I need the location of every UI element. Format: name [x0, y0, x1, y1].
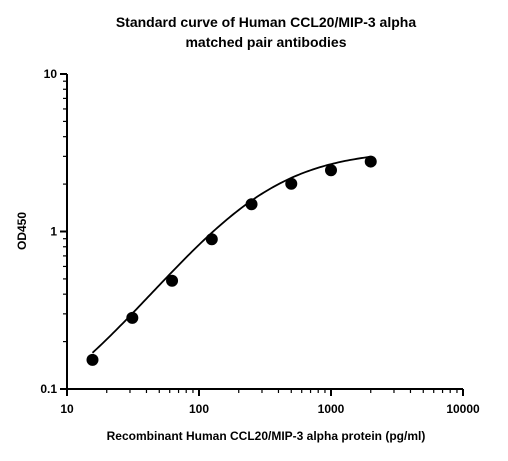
- axes: 0.1 1 10 10 100 1000 10000: [40, 67, 480, 416]
- data-point-6: [325, 164, 337, 177]
- data-point-1: [126, 311, 139, 324]
- x-tick-label: 10000: [446, 402, 480, 416]
- data-point-0: [86, 353, 99, 366]
- chart-title-line-2: matched pair antibodies: [185, 34, 346, 50]
- y-tick-label: 1: [50, 225, 57, 239]
- x-axis-label: Recombinant Human CCL20/MIP-3 alpha prot…: [107, 429, 426, 443]
- data-point-7: [364, 155, 377, 168]
- fit-curve-layer: [91, 155, 371, 354]
- chart-title-line-1: Standard curve of Human CCL20/MIP-3 alph…: [116, 14, 416, 30]
- x-tick-label: 1000: [318, 402, 345, 416]
- y-axis-label: OD450: [15, 212, 29, 250]
- x-tick-label: 10: [60, 402, 74, 416]
- data-point-3: [205, 233, 218, 246]
- data-point-4: [245, 198, 258, 211]
- x-tick-label: 100: [189, 402, 209, 416]
- y-tick-label: 10: [44, 67, 58, 81]
- data-point-2: [166, 274, 179, 287]
- data-point-5: [285, 177, 298, 190]
- fit-curve-0: [91, 155, 371, 354]
- y-tick-label: 0.1: [40, 382, 57, 396]
- data-points-layer: [86, 155, 377, 366]
